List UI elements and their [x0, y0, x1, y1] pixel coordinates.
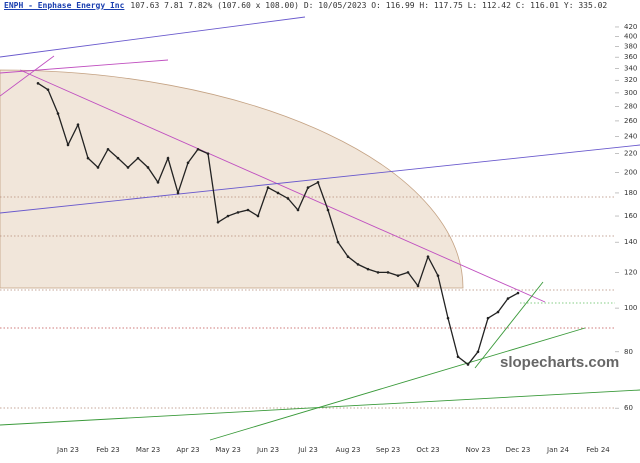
price-point: [386, 271, 390, 274]
y-tick-label: 240: [624, 133, 637, 141]
price-point: [306, 186, 310, 189]
price-point: [466, 363, 470, 366]
price-point: [216, 220, 220, 224]
y-tick-label: 200: [624, 168, 637, 176]
price-point: [436, 274, 440, 277]
price-point: [286, 197, 290, 200]
y-tick-label: 320: [624, 76, 637, 84]
price-point: [486, 316, 490, 320]
price-point: [326, 208, 330, 212]
x-tick-label: Jan 23: [56, 446, 79, 454]
price-point: [256, 214, 260, 218]
price-point: [106, 147, 110, 151]
price-point: [266, 186, 270, 189]
price-point: [126, 166, 130, 169]
x-tick-label: Jan 24: [546, 446, 569, 454]
x-tick-label: Jun 23: [256, 446, 279, 454]
x-tick-label: Sep 23: [376, 446, 400, 454]
symbol-title: ENPH - Enphase Energy Inc: [4, 1, 125, 10]
y-tick-label: 100: [624, 304, 637, 312]
y-tick-label: 140: [624, 238, 637, 246]
y-tick-label: 160: [624, 212, 637, 220]
price-point: [236, 211, 240, 214]
y-tick-label: 220: [624, 150, 637, 158]
y-tick-label: 260: [624, 117, 637, 125]
y-tick-label: 340: [624, 64, 637, 72]
price-point: [276, 191, 280, 195]
price-point: [66, 143, 70, 147]
price-point: [146, 166, 150, 169]
price-point: [416, 284, 420, 288]
price-point: [396, 274, 400, 277]
quote-line: 107.63 7.81 7.82% (107.60 x 108.00) D: 1…: [130, 1, 608, 10]
x-tick-label: Aug 23: [336, 446, 361, 454]
price-point: [316, 181, 320, 184]
price-point: [356, 263, 360, 266]
price-point: [496, 310, 500, 314]
header: ENPH - Enphase Energy Inc 107.63 7.81 7.8…: [4, 1, 607, 10]
price-point: [136, 156, 140, 160]
price-point: [246, 208, 250, 212]
y-tick-label: 380: [624, 43, 637, 51]
y-tick-label: 420: [624, 23, 637, 31]
price-point: [176, 191, 180, 195]
price-point: [336, 240, 340, 244]
y-tick-label: 360: [624, 53, 637, 61]
x-tick-label: Apr 23: [176, 446, 199, 454]
price-point: [196, 147, 200, 151]
price-point: [56, 112, 60, 115]
x-tick-label: May 23: [215, 446, 241, 454]
price-point: [516, 291, 520, 295]
y-tick-label: 60: [624, 404, 633, 412]
y-tick-label: 180: [624, 189, 637, 197]
x-tick-label: Nov 23: [466, 446, 491, 454]
price-point: [46, 88, 50, 91]
trend-lines: [0, 16, 640, 441]
price-point: [346, 255, 350, 259]
price-point: [446, 316, 450, 320]
x-tick-label: Feb 23: [96, 446, 120, 454]
x-tick-label: Feb 24: [586, 446, 610, 454]
price-point: [156, 181, 160, 184]
price-point: [456, 355, 460, 359]
price-point: [406, 271, 410, 274]
x-tick-label: Oct 23: [416, 446, 439, 454]
x-tick-label: Mar 23: [136, 446, 160, 454]
price-point: [376, 271, 380, 274]
y-tick-label: 80: [624, 348, 633, 356]
y-tick-label: 400: [624, 33, 637, 41]
price-point: [476, 350, 480, 354]
ellipse-shading: [0, 69, 464, 289]
price-point: [96, 166, 100, 169]
y-tick-label: 300: [624, 89, 637, 97]
price-point: [166, 156, 170, 160]
x-tick-label: Dec 23: [506, 446, 531, 454]
price-point: [506, 297, 510, 300]
y-tick-label: 120: [624, 268, 637, 276]
price-point: [116, 156, 120, 160]
price-point: [186, 161, 190, 165]
y-tick-label: 280: [624, 102, 637, 110]
price-point: [366, 267, 370, 271]
price-point: [76, 123, 80, 127]
levels: [0, 196, 615, 409]
price-point: [86, 156, 90, 160]
price-point: [296, 208, 300, 212]
watermark: slopecharts.com: [500, 354, 619, 371]
price-point: [36, 82, 40, 85]
price-point: [206, 152, 210, 155]
price-point: [226, 214, 230, 218]
price-point: [426, 255, 430, 259]
x-tick-label: Jul 23: [297, 446, 318, 454]
